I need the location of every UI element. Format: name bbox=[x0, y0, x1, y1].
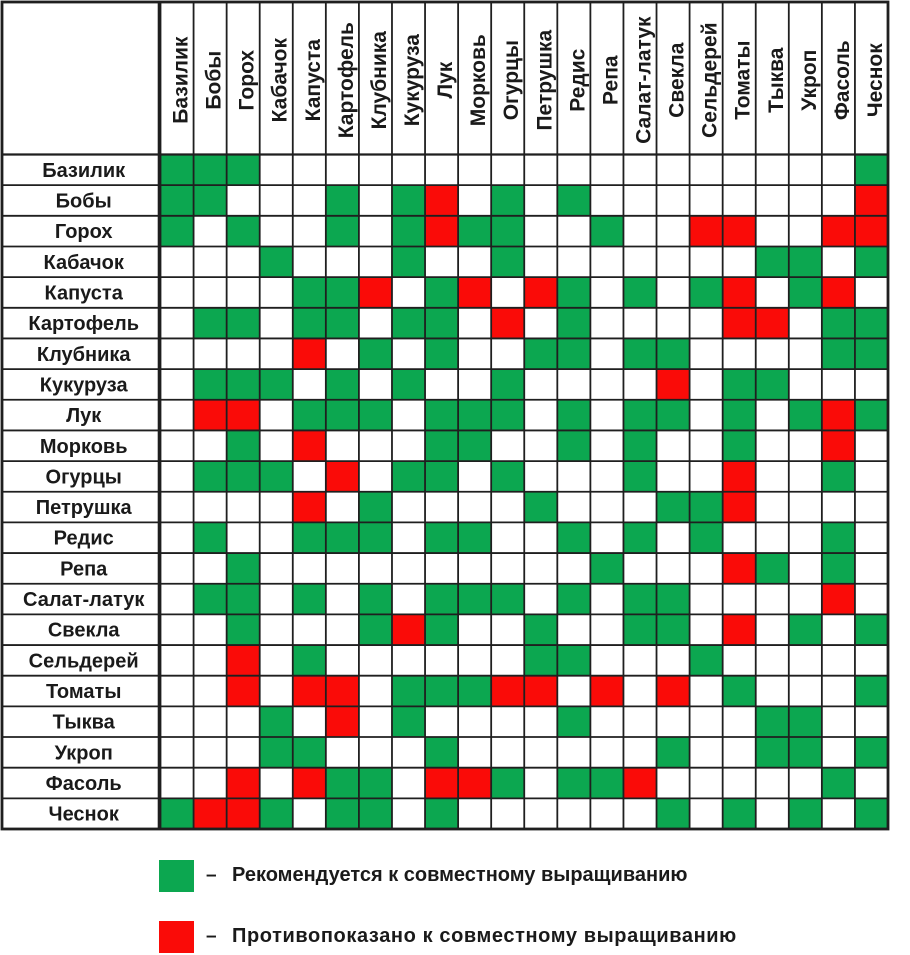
svg-text:Томаты: Томаты bbox=[732, 41, 755, 120]
svg-text:Капуста: Капуста bbox=[45, 283, 124, 305]
svg-text:Капуста: Капуста bbox=[302, 39, 325, 122]
svg-text:Тыква: Тыква bbox=[765, 47, 788, 113]
svg-text:Укроп: Укроп bbox=[798, 50, 821, 111]
svg-text:Свекла: Свекла bbox=[48, 620, 121, 642]
svg-text:Сельдерей: Сельдерей bbox=[699, 22, 722, 138]
svg-text:–: – bbox=[206, 926, 217, 947]
svg-text:Чеснок: Чеснок bbox=[864, 43, 887, 117]
svg-text:Противопоказано к совместному: Противопоказано к совместному выращивани… bbox=[232, 925, 737, 947]
svg-text:Лук: Лук bbox=[434, 61, 457, 98]
svg-text:Клубника: Клубника bbox=[37, 344, 132, 366]
svg-text:–: – bbox=[206, 865, 217, 886]
svg-text:Томаты: Томаты bbox=[46, 681, 121, 703]
svg-text:Чеснок: Чеснок bbox=[49, 804, 120, 826]
svg-text:Рекомендуется к совместному вы: Рекомендуется к совместному выращиванию bbox=[232, 864, 687, 886]
svg-text:Лук: Лук bbox=[66, 405, 102, 427]
svg-text:Свекла: Свекла bbox=[666, 42, 689, 118]
svg-text:Сельдерей: Сельдерей bbox=[29, 650, 139, 672]
svg-text:Петрушка: Петрушка bbox=[533, 30, 556, 131]
svg-text:Картофель: Картофель bbox=[335, 22, 358, 138]
svg-text:Базилик: Базилик bbox=[170, 36, 193, 124]
svg-text:Редис: Редис bbox=[54, 528, 114, 550]
svg-text:Фасоль: Фасоль bbox=[46, 773, 122, 795]
svg-text:Кукуруза: Кукуруза bbox=[40, 374, 129, 396]
svg-text:Фасоль: Фасоль bbox=[831, 40, 854, 120]
svg-text:Кабачок: Кабачок bbox=[44, 252, 125, 274]
svg-text:Клубника: Клубника bbox=[368, 31, 391, 130]
svg-text:Бобы: Бобы bbox=[56, 191, 112, 213]
svg-text:Репа: Репа bbox=[60, 558, 108, 580]
svg-text:Картофель: Картофель bbox=[28, 313, 139, 335]
svg-text:Горох: Горох bbox=[55, 221, 113, 243]
svg-text:Бобы: Бобы bbox=[203, 51, 226, 110]
svg-text:Кукуруза: Кукуруза bbox=[401, 34, 424, 127]
svg-text:Морковь: Морковь bbox=[40, 436, 128, 458]
svg-text:Базилик: Базилик bbox=[42, 160, 126, 182]
svg-text:Огурцы: Огурцы bbox=[46, 466, 122, 488]
svg-text:Горох: Горох bbox=[236, 50, 259, 111]
svg-text:Редис: Редис bbox=[566, 48, 589, 111]
svg-text:Петрушка: Петрушка bbox=[36, 497, 133, 519]
svg-text:Морковь: Морковь bbox=[467, 34, 490, 126]
svg-text:Огурцы: Огурцы bbox=[500, 40, 523, 120]
svg-text:Укроп: Укроп bbox=[55, 742, 113, 764]
svg-text:Салат-латук: Салат-латук bbox=[633, 16, 656, 144]
svg-text:Кабачок: Кабачок bbox=[269, 38, 292, 123]
svg-text:Салат-латук: Салат-латук bbox=[23, 589, 145, 611]
svg-text:Репа: Репа bbox=[599, 55, 622, 105]
svg-text:Тыква: Тыква bbox=[53, 712, 116, 734]
